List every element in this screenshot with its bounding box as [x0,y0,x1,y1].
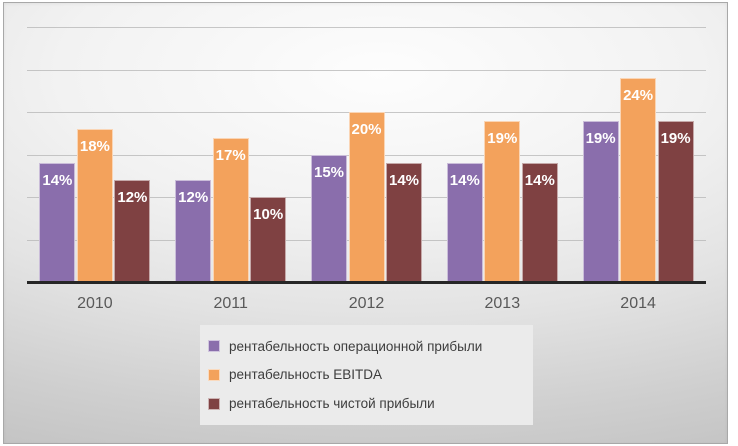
bar-value-label: 14% [524,172,555,189]
bar-value-label: 19% [660,129,691,147]
legend-swatch [208,397,220,410]
legend-item: рентабельность операционной прибыли [208,340,533,354]
x-axis-tick-label: 2014 [620,295,656,312]
bar-value-label: 10% [253,206,284,223]
bar: 14% [521,163,558,282]
x-axis-tick-label: 2012 [348,295,385,312]
bar: 18% [76,129,113,282]
x-axis-tick-label: 2010 [77,295,113,312]
legend-label: рентабельность операционной прибыли [229,338,483,354]
bar-value-label: 14% [449,172,480,189]
legend-swatch [208,368,220,381]
bar: 17% [212,137,249,282]
legend-item: рентабельность EBITDA [208,368,533,382]
bar-value-label: 20% [351,121,382,138]
x-axis-line [27,281,706,284]
legend-item: рентабельность чистой прибыли [208,397,533,411]
bar-value-label: 19% [585,129,616,147]
x-axis-tick-label: 2013 [484,295,521,312]
bar-value-label: 12% [117,189,148,206]
bar-value-label: 15% [313,163,345,181]
bar-value-label: 14% [388,172,420,189]
bar-value-label: 14% [42,172,73,189]
gridline [27,27,706,28]
bar: 19% [657,120,694,282]
bar-value-label: 19% [487,129,518,147]
bar-value-label: 18% [79,138,110,155]
bar: 15% [311,154,347,282]
x-axis-tick-label: 2011 [213,295,248,312]
bar: 19% [582,120,619,282]
bar: 12% [114,180,151,282]
bar-value-label: 12% [178,189,209,206]
bar: 10% [250,197,287,282]
gridline [27,69,706,71]
legend-swatch [208,340,220,353]
bar-value-label: 17% [215,146,246,164]
bar: 14% [39,163,76,282]
bar-value-label: 24% [623,87,654,104]
bar: 12% [175,180,212,282]
bar: 20% [348,112,385,282]
bar: 14% [386,163,422,282]
legend-label: рентабельность EBITDA [229,367,383,383]
bar: 14% [446,163,483,282]
bar: 24% [620,78,657,282]
legend-label: рентабельность чистой прибыли [229,395,435,411]
bar: 19% [484,120,521,282]
legend: рентабельность операционной прибыли рента… [200,325,533,425]
